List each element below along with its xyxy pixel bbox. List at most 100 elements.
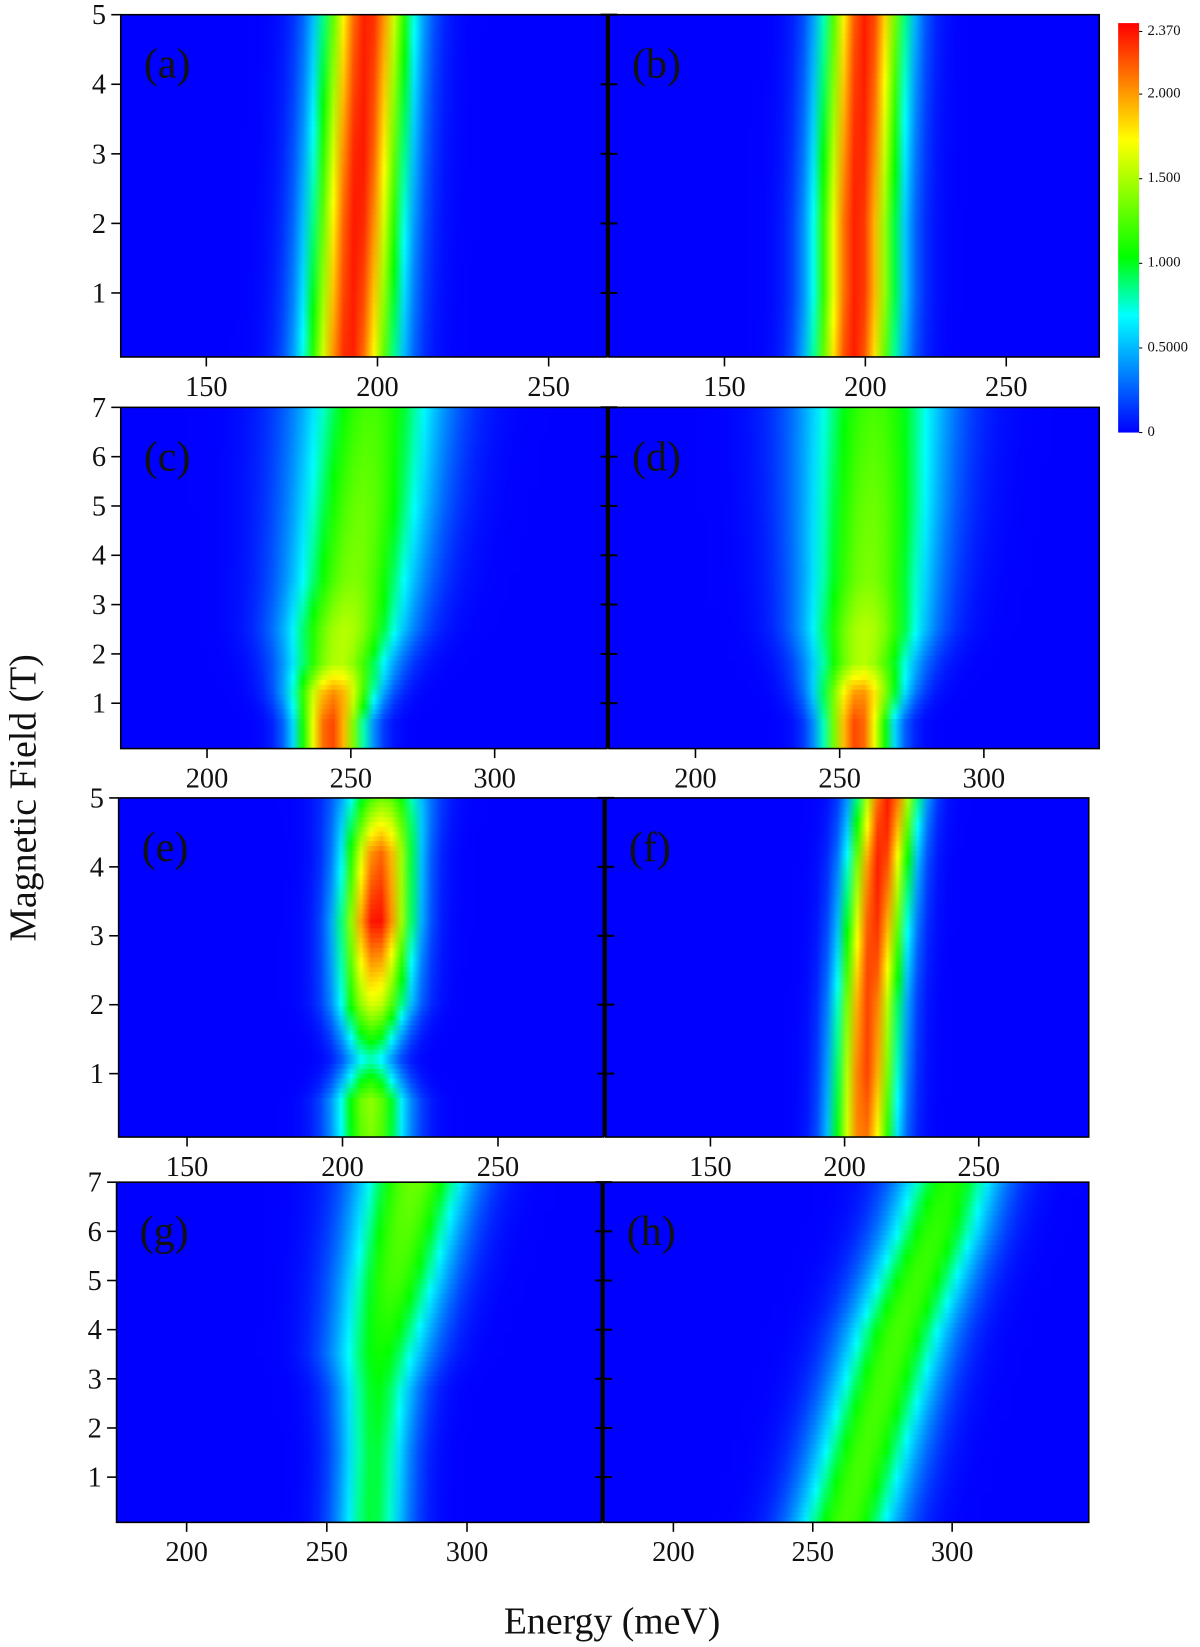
heat-strip — [117, 1352, 602, 1357]
panel: (b)150200250 — [601, 14, 1100, 402]
heat-strip — [606, 1127, 1089, 1132]
heat-strip — [609, 283, 1099, 289]
heat-strip — [609, 714, 1099, 720]
heat-strip — [119, 967, 604, 972]
heat-strip — [604, 1367, 1089, 1372]
heat-strip — [609, 29, 1099, 35]
heat-strip — [606, 846, 1089, 851]
heat-strip — [604, 1347, 1089, 1352]
heat-strip — [609, 441, 1099, 447]
heat-strip — [609, 544, 1099, 550]
panel-label: (h) — [627, 1209, 676, 1255]
heat-strip — [117, 1308, 602, 1313]
heat-strip — [121, 102, 607, 108]
heat-strip — [121, 704, 607, 710]
heat-strip — [609, 709, 1099, 715]
heat-strip — [119, 1006, 604, 1011]
heat-strip — [121, 215, 607, 221]
heat-strip — [121, 68, 607, 74]
heat-strip — [604, 1430, 1089, 1435]
heat-strip — [609, 553, 1099, 559]
heat-strip — [117, 1260, 602, 1265]
heat-strip — [609, 573, 1099, 579]
heat-strip — [609, 534, 1099, 540]
heat-strip — [609, 78, 1099, 84]
heat-strip — [606, 928, 1089, 933]
heat-strip — [119, 972, 604, 977]
heat-strip — [119, 865, 604, 870]
heat-strip — [606, 875, 1089, 880]
heat-strip — [117, 1483, 602, 1488]
heat-strip — [119, 885, 604, 890]
heat-strip — [604, 1235, 1089, 1240]
heat-strip — [121, 274, 607, 280]
heat-strip — [604, 1221, 1089, 1226]
heat-strip — [117, 1216, 602, 1221]
panel: (d)200250300 — [601, 407, 1100, 794]
heat-strip — [606, 865, 1089, 870]
heat-strip — [606, 1088, 1089, 1093]
heat-strip — [609, 24, 1099, 30]
heat-strip — [606, 1045, 1089, 1050]
heat-strip — [117, 1211, 602, 1216]
x-tick-label: 200 — [652, 1537, 695, 1568]
heat-strip — [609, 651, 1099, 657]
panel-label: (b) — [632, 42, 681, 88]
heat-strip — [609, 254, 1099, 260]
heat-strip — [121, 234, 607, 240]
y-tick-label: 2 — [92, 209, 106, 240]
heat-strip — [604, 1192, 1089, 1197]
heat-strip — [121, 441, 607, 447]
heat-strip — [609, 234, 1099, 240]
heat-strip — [121, 142, 607, 148]
heat-strip — [604, 1216, 1089, 1221]
heat-strip — [609, 680, 1099, 686]
heat-strip — [609, 495, 1099, 501]
panel: (h)200250300 — [595, 1182, 1088, 1568]
heat-strip — [121, 661, 607, 667]
x-tick-label: 250 — [527, 372, 570, 403]
heat-strip — [117, 1478, 602, 1483]
heat-strip — [609, 278, 1099, 284]
heat-strip — [609, 500, 1099, 506]
heat-strip — [606, 982, 1089, 987]
heat-strip — [604, 1206, 1089, 1211]
heat-strip — [609, 724, 1099, 730]
x-tick-label: 300 — [963, 763, 1006, 794]
heat-strip — [119, 904, 604, 909]
heat-strip — [609, 44, 1099, 50]
heat-strip — [117, 1284, 602, 1289]
heat-strip — [117, 1289, 602, 1294]
heat-strip — [609, 695, 1099, 701]
heat-strip — [609, 225, 1099, 231]
heat-strip — [121, 318, 607, 324]
heat-strip — [604, 1401, 1089, 1406]
x-tick-label: 300 — [446, 1537, 489, 1568]
heat-strip — [119, 890, 604, 895]
heat-strip — [606, 1108, 1089, 1113]
heat-strip — [121, 641, 607, 647]
colorbar-tick-label: 1.500 — [1148, 170, 1181, 186]
y-tick-label: 2 — [88, 1413, 102, 1444]
heat-strip — [606, 943, 1089, 948]
heat-strip — [604, 1337, 1089, 1342]
heat-strip — [119, 962, 604, 967]
heat-strip — [606, 1050, 1089, 1055]
heat-strip — [604, 1201, 1089, 1206]
y-tick-label: 1 — [92, 689, 106, 720]
heat-strip — [121, 200, 607, 206]
heat-strip — [121, 322, 607, 328]
heat-strip — [606, 1040, 1089, 1045]
panel-label: (c) — [144, 434, 191, 480]
heat-strip — [121, 466, 607, 472]
heat-strip — [119, 861, 604, 866]
heat-strip — [606, 957, 1089, 962]
heat-strip — [604, 1435, 1089, 1440]
y-tick-label: 6 — [88, 1217, 102, 1248]
heat-strip — [121, 724, 607, 730]
heat-strip — [606, 807, 1089, 812]
heat-strip — [121, 436, 607, 442]
heat-strip — [609, 102, 1099, 108]
heat-strip — [609, 524, 1099, 530]
heat-strip — [121, 431, 607, 437]
